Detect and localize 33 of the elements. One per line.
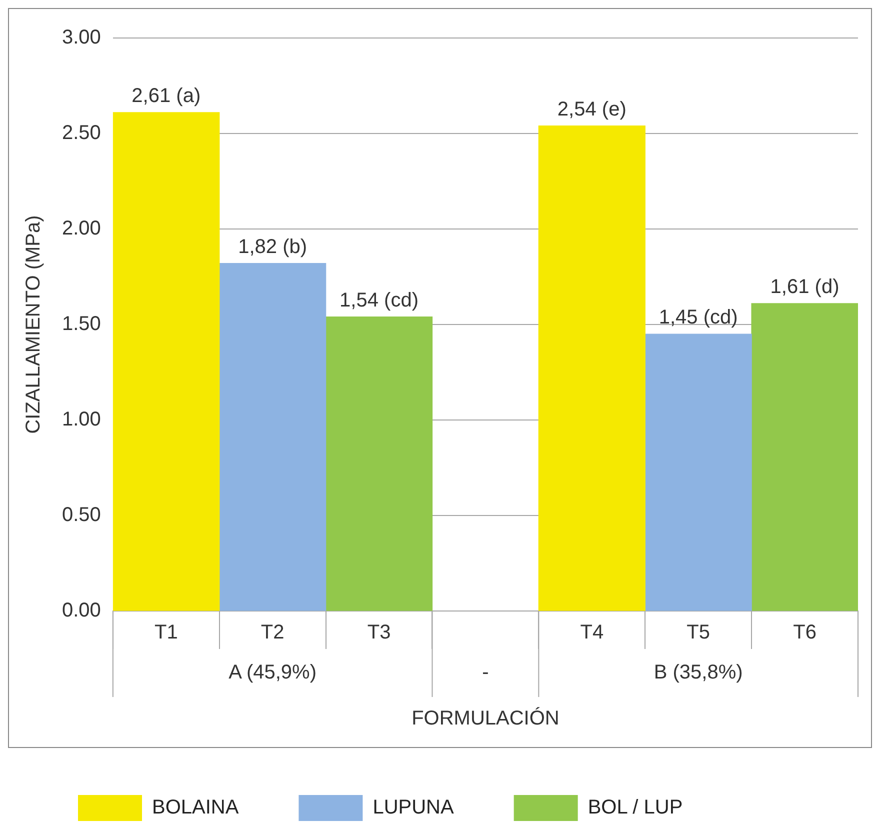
x-tick-label: T3 bbox=[367, 622, 391, 644]
text: B (35,8%) bbox=[654, 662, 743, 684]
data-label: 1,54 (cd) bbox=[340, 289, 418, 312]
bar bbox=[538, 126, 646, 611]
y-tick-label: 0.50 bbox=[62, 504, 101, 526]
bar bbox=[219, 263, 326, 611]
x-tick-label: T1 bbox=[154, 622, 178, 644]
y-tick-label: 2.50 bbox=[62, 122, 101, 144]
y-tick-label: 1.50 bbox=[62, 313, 101, 336]
text: A (45,9%) bbox=[228, 662, 316, 684]
data-label: 1,82 (b) bbox=[238, 236, 308, 258]
y-tick-label: 1.00 bbox=[62, 408, 101, 431]
data-label: 2,61 (a) bbox=[132, 85, 201, 108]
y-tick-label: 2.00 bbox=[62, 218, 101, 240]
bar bbox=[325, 316, 433, 611]
x-tick-label: T4 bbox=[580, 622, 604, 644]
legend-label: LUPUNA bbox=[372, 796, 454, 819]
data-label: 1,61 (d) bbox=[770, 276, 840, 298]
y-tick-label: 0.00 bbox=[62, 600, 101, 622]
x-axis-title: FORMULACIÓN bbox=[412, 706, 560, 730]
bar bbox=[112, 112, 220, 611]
y-tick-label: 3.00 bbox=[62, 26, 101, 49]
text: - bbox=[482, 662, 489, 684]
data-label: 1,45 (cd) bbox=[658, 306, 738, 329]
bar bbox=[644, 334, 752, 611]
x-tick-label: T5 bbox=[686, 622, 710, 644]
legend-label: BOLAINA bbox=[152, 796, 240, 819]
y-axis-title: CIZALLAMIENTO (MPa) bbox=[22, 215, 45, 434]
data-label: 2,54 (e) bbox=[557, 98, 626, 120]
x-tick-label: T2 bbox=[260, 622, 284, 644]
legend-label: BOL / LUP bbox=[588, 796, 683, 819]
bar bbox=[751, 303, 858, 611]
x-tick-label: T6 bbox=[793, 622, 816, 644]
